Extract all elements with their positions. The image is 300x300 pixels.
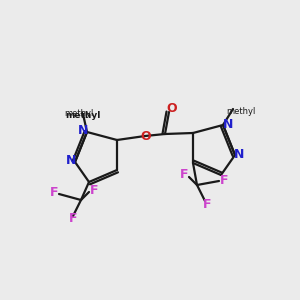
Text: F: F xyxy=(90,184,98,196)
Text: F: F xyxy=(50,187,58,200)
Text: methyl: methyl xyxy=(64,110,94,118)
Text: F: F xyxy=(203,197,211,211)
Text: F: F xyxy=(69,212,77,224)
Text: F: F xyxy=(180,167,188,181)
Text: N: N xyxy=(66,154,76,167)
Text: methyl: methyl xyxy=(65,112,101,121)
Text: O: O xyxy=(167,101,177,115)
Text: O: O xyxy=(141,130,151,143)
Text: N: N xyxy=(223,118,233,130)
Text: F: F xyxy=(220,173,228,187)
Text: N: N xyxy=(234,148,244,160)
Text: methyl: methyl xyxy=(226,106,256,116)
Text: N: N xyxy=(78,124,88,137)
